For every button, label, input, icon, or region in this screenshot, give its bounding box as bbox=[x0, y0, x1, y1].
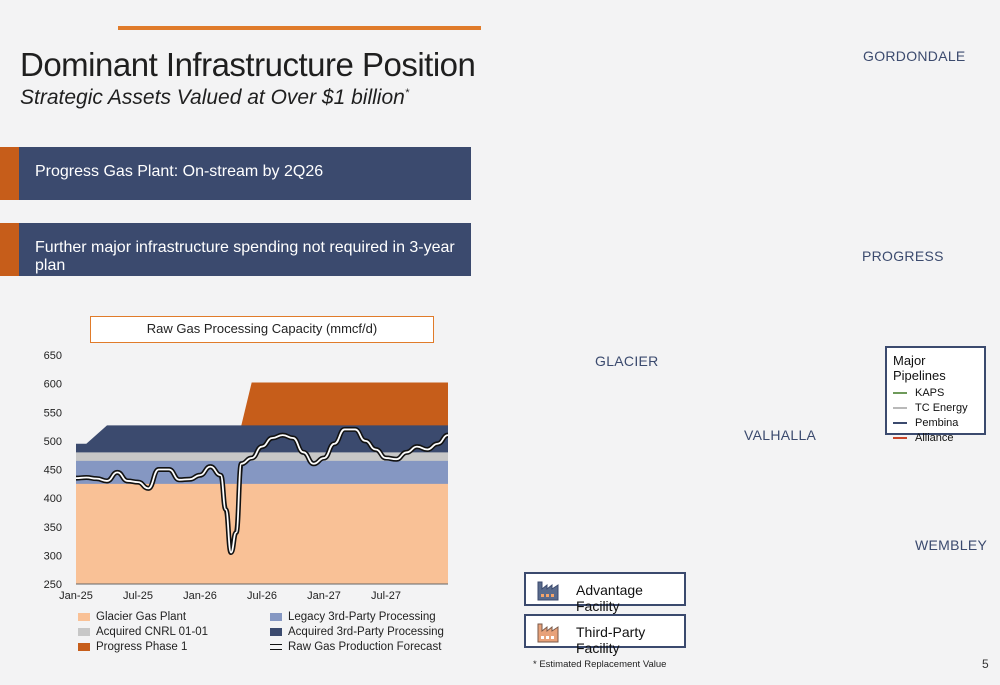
pipeline-legend-label: TC Energy bbox=[915, 401, 968, 414]
legend-label: Raw Gas Production Forecast bbox=[288, 641, 442, 653]
y-tick-label: 350 bbox=[44, 522, 62, 534]
factory-icon bbox=[537, 581, 559, 601]
x-tick-label: Jul-26 bbox=[247, 590, 277, 602]
map-label-progress: PROGRESS bbox=[862, 248, 944, 264]
x-tick-label: Jul-25 bbox=[123, 590, 153, 602]
chart-title: Raw Gas Processing Capacity (mmcf/d) bbox=[90, 316, 434, 343]
x-tick-label: Jan-26 bbox=[183, 590, 217, 602]
legend-swatch bbox=[78, 643, 90, 651]
pipeline-legend-pembina: Pembina bbox=[893, 415, 978, 430]
forecast-line-inner bbox=[75, 428, 449, 554]
pipeline-legend-kaps: KAPS bbox=[893, 385, 978, 400]
accent-line bbox=[118, 26, 481, 30]
legend-swatch bbox=[78, 628, 90, 636]
y-tick-label: 450 bbox=[44, 465, 62, 477]
map-label-glacier: GLACIER bbox=[595, 353, 659, 369]
map-label-gordondale: GORDONDALE bbox=[863, 48, 966, 64]
map-label-wembley: WEMBLEY bbox=[915, 537, 988, 553]
legend-item-cnrl: Acquired CNRL 01-01 bbox=[78, 626, 208, 638]
legend-label: Legacy 3rd-Party Processing bbox=[288, 611, 436, 623]
banner-tab bbox=[0, 147, 19, 200]
facility-legend-label: Third-Party Facility bbox=[576, 624, 646, 656]
pipeline-swatch bbox=[893, 391, 907, 394]
facility-legend-third-party: Third-Party Facility bbox=[524, 614, 686, 656]
pipeline-legend-tc-energy: TC Energy bbox=[893, 400, 978, 415]
facility-legend-label: Advantage Facility bbox=[576, 582, 643, 614]
banner-tab bbox=[0, 223, 19, 276]
footnote: * Estimated Replacement Value bbox=[533, 659, 667, 670]
legend-swatch bbox=[78, 613, 90, 621]
banner-text: Further major infrastructure spending no… bbox=[35, 239, 455, 274]
page-subtitle: Strategic Assets Valued at Over $1 billi… bbox=[20, 86, 409, 110]
legend-label: Acquired 3rd-Party Processing bbox=[288, 626, 444, 638]
pipelines-legend-title: Major Pipelines bbox=[893, 353, 946, 383]
legend-item-legacy: Legacy 3rd-Party Processing bbox=[270, 611, 436, 623]
y-tick-label: 400 bbox=[44, 493, 62, 505]
x-tick-label: Jul-27 bbox=[371, 590, 401, 602]
page-title: Dominant Infrastructure Position bbox=[20, 46, 476, 83]
legend-swatch bbox=[270, 628, 282, 636]
banner-infrastructure-spending: Further major infrastructure spending no… bbox=[0, 223, 471, 276]
legend-label: Glacier Gas Plant bbox=[96, 611, 187, 623]
factory-outline-icon bbox=[537, 623, 559, 643]
pipeline-swatch bbox=[893, 436, 907, 439]
y-tick-label: 300 bbox=[44, 550, 62, 562]
pipeline-swatch bbox=[893, 406, 907, 409]
banner-progress-plant: Progress Gas Plant: On-stream by 2Q26 bbox=[0, 147, 471, 200]
pipelines-legend: Major Pipelines KAPS TC Energy Pembina A… bbox=[885, 346, 986, 444]
pipeline-legend-label: Alliance bbox=[915, 431, 954, 444]
area-glacier-gas-plant bbox=[76, 483, 448, 584]
x-tick-label: Jan-27 bbox=[307, 590, 341, 602]
legend-item-acquired: Acquired 3rd-Party Processing bbox=[270, 626, 444, 638]
legend-swatch bbox=[270, 613, 282, 621]
pipeline-legend-label: KAPS bbox=[915, 386, 945, 399]
banner-text: Progress Gas Plant: On-stream by 2Q26 bbox=[35, 163, 324, 180]
pipeline-legend-label: Pembina bbox=[915, 416, 959, 429]
legend-item-forecast: Raw Gas Production Forecast bbox=[270, 641, 441, 653]
pipeline-swatch bbox=[893, 421, 907, 424]
subtitle-text: Strategic Assets Valued at Over $1 billi… bbox=[20, 86, 405, 109]
legend-item-progress: Progress Phase 1 bbox=[78, 641, 187, 653]
legend-label: Acquired CNRL 01-01 bbox=[96, 626, 209, 638]
y-tick-label: 250 bbox=[44, 579, 62, 591]
x-tick-label: Jan-25 bbox=[59, 590, 93, 602]
legend-label: Progress Phase 1 bbox=[96, 641, 188, 653]
y-tick-label: 500 bbox=[44, 436, 62, 448]
legend-item-glacier: Glacier Gas Plant bbox=[78, 611, 186, 623]
page-number: 5 bbox=[982, 657, 989, 671]
subtitle-footnote-mark: * bbox=[404, 87, 410, 99]
y-tick-label: 650 bbox=[44, 350, 62, 362]
y-tick-label: 550 bbox=[44, 407, 62, 419]
facility-legend-advantage: Advantage Facility bbox=[524, 572, 686, 614]
legend-swatch-line bbox=[270, 644, 282, 650]
pipeline-legend-alliance: Alliance bbox=[893, 430, 978, 445]
y-tick-label: 600 bbox=[44, 379, 62, 391]
map-label-valhalla: VALHALLA bbox=[744, 427, 817, 443]
